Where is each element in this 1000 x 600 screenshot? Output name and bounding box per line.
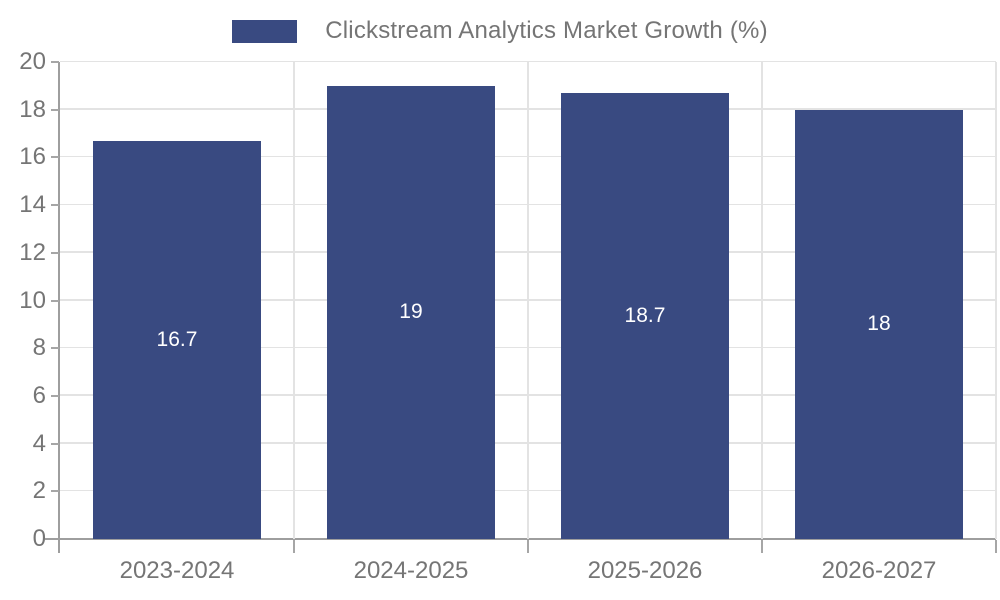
- y-tick-mark: [51, 204, 59, 207]
- bar: 16.7: [92, 140, 261, 539]
- y-tick-label: 4: [32, 429, 46, 457]
- gridline-vertical: [761, 62, 763, 539]
- x-tick-mark: [995, 540, 997, 553]
- y-tick-mark: [51, 251, 59, 254]
- y-tick-mark: [51, 61, 59, 63]
- y-tick-mark: [51, 299, 59, 302]
- y-axis: [58, 62, 60, 553]
- x-tick-mark: [527, 540, 529, 553]
- plot-area: 16.7 19 18.7 18: [60, 60, 997, 539]
- bar: 18.7: [560, 93, 729, 539]
- bar: 19: [326, 85, 495, 539]
- y-tick-mark: [51, 347, 59, 350]
- x-tick-mark: [293, 540, 295, 553]
- gridline-vertical: [293, 62, 295, 539]
- y-tick-label: 0: [32, 525, 46, 552]
- legend: Clickstream Analytics Market Growth (%): [0, 17, 1000, 45]
- y-tick-label: 20: [19, 48, 46, 75]
- y-tick-label: 14: [19, 191, 46, 219]
- gridline-horizontal: [60, 60, 996, 62]
- x-tick-label: 2026-2027: [821, 557, 937, 584]
- bar-value-label: 18.7: [624, 304, 666, 327]
- bar: 18: [794, 109, 963, 539]
- y-tick-mark: [51, 490, 59, 493]
- y-tick-label: 6: [32, 381, 46, 409]
- bar-value-label: 16.7: [156, 327, 198, 351]
- y-tick-label: 16: [19, 143, 46, 171]
- y-tick-label: 8: [32, 334, 46, 362]
- gridline-vertical: [527, 62, 529, 539]
- x-tick-label: 2024-2025: [353, 557, 469, 584]
- y-tick-mark: [51, 108, 59, 111]
- y-tick-label: 2: [32, 477, 46, 505]
- x-axis: [45, 538, 996, 540]
- y-tick-mark: [51, 156, 59, 159]
- gridline-vertical: [995, 62, 997, 539]
- bar-value-label: 19: [399, 300, 423, 324]
- legend-swatch: [232, 19, 298, 43]
- y-tick-mark: [51, 442, 59, 445]
- bar-value-label: 18: [867, 312, 891, 336]
- y-tick-mark: [51, 394, 59, 397]
- y-tick-label: 12: [19, 238, 46, 266]
- y-tick-label: 18: [19, 95, 46, 123]
- y-tick-label: 10: [19, 286, 46, 314]
- x-tick-label: 2025-2026: [587, 557, 703, 584]
- x-tick-mark: [761, 540, 763, 553]
- legend-label: Clickstream Analytics Market Growth (%): [325, 17, 768, 44]
- x-tick-label: 2023-2024: [119, 557, 235, 584]
